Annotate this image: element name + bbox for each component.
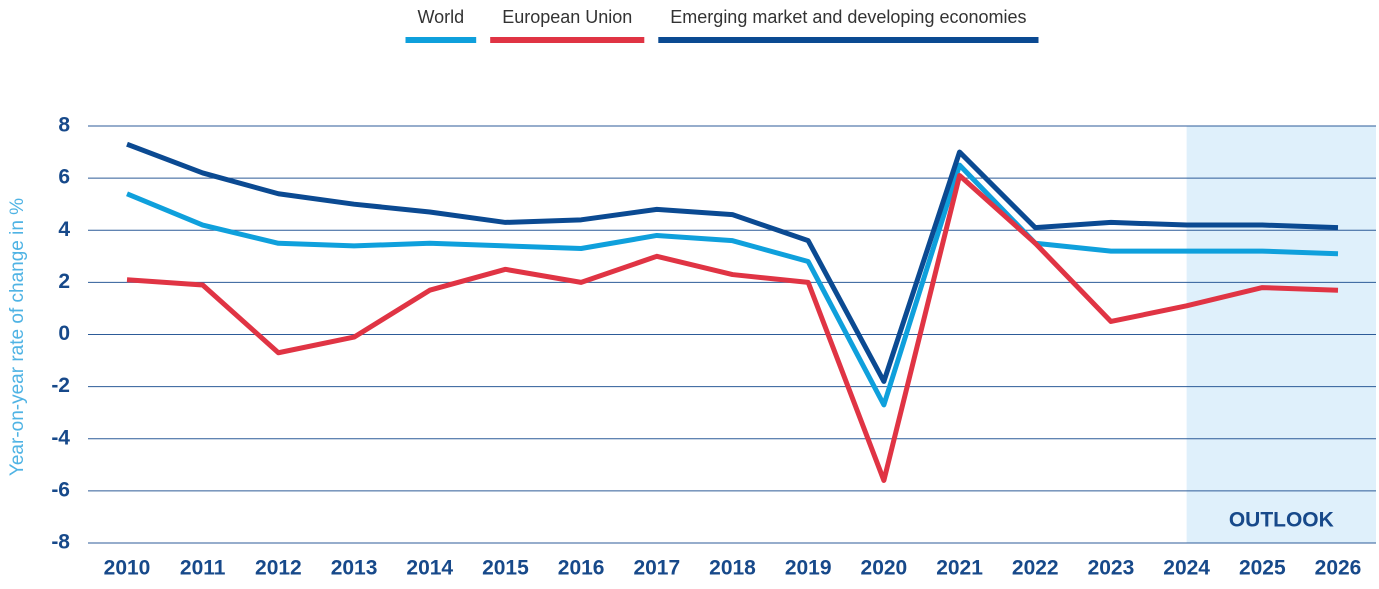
y-tick-label: -2 [51,374,70,397]
y-tick-label: -4 [51,426,70,449]
y-tick-label: -8 [51,531,70,554]
line [126,141,1339,384]
line [126,162,1339,408]
x-tick-label: 2016 [558,557,605,580]
x-tick-label: 2011 [180,557,226,580]
x-tick-label: 2024 [1163,557,1210,580]
y-tick-label: 0 [58,322,70,345]
x-tick-label: 2022 [1012,557,1059,580]
y-tick-label: 4 [58,218,70,241]
legend-label: Emerging market and developing economies [670,7,1026,27]
outlook-label: OUTLOOK [1229,509,1334,532]
y-tick-label: 2 [58,270,70,293]
legend-swatch [490,37,645,43]
legend-swatch [658,37,1039,43]
legend-label: World [418,7,465,27]
x-tick-label: 2018 [709,557,756,580]
x-tick-label: 2020 [861,557,908,580]
x-tick-label: 2023 [1088,557,1135,580]
x-tick-label: 2026 [1315,557,1362,580]
x-tick-label: 2014 [406,557,453,580]
x-tick-label: 2025 [1239,557,1286,580]
legend-swatch [405,37,477,43]
x-tick-label: 2010 [104,557,151,580]
x-tick-label: 2021 [936,557,983,580]
x-tick-label: 2019 [785,557,832,580]
y-axis-label: Year-on-year rate of change in % [7,198,28,476]
x-tick-label: 2013 [331,557,378,580]
y-tick-label: 8 [58,114,70,137]
legend-label: European Union [502,7,632,27]
y-tick-label: 6 [58,166,70,189]
x-tick-label: 2012 [255,557,302,580]
line [126,173,1339,483]
y-tick-label: -6 [51,478,70,501]
x-tick-label: 2015 [482,557,529,580]
x-tick-label: 2017 [633,557,680,580]
